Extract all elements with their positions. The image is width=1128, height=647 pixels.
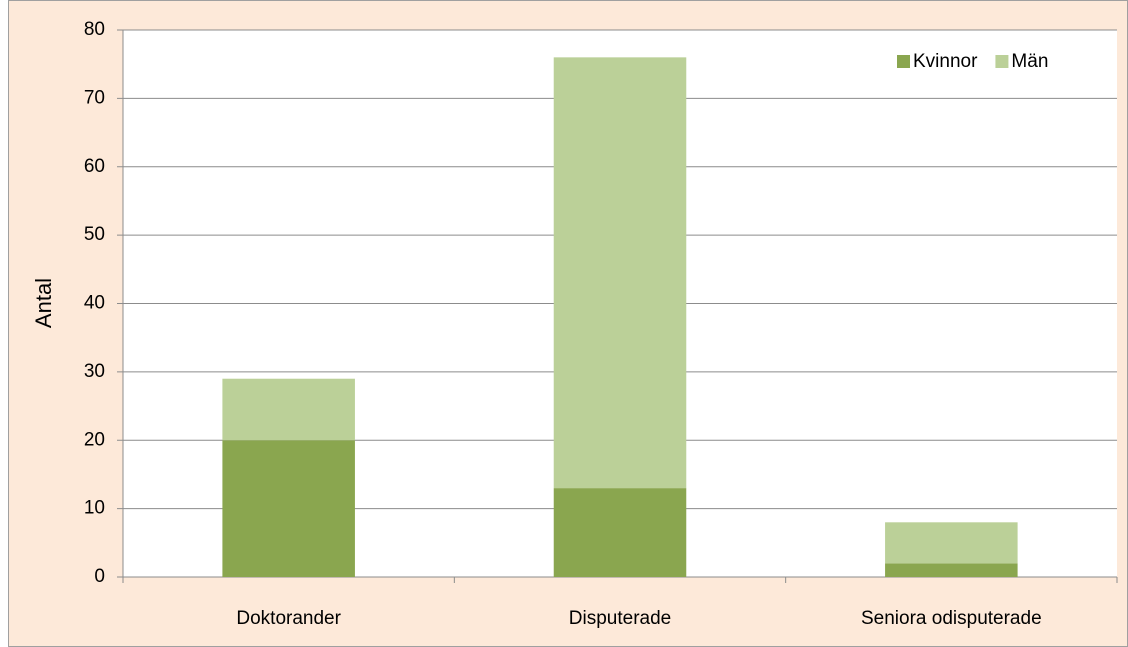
y-tick-label: 20 xyxy=(84,429,105,450)
y-tick-label: 80 xyxy=(84,19,105,40)
y-tick-label: 60 xyxy=(84,156,105,177)
legend-swatch xyxy=(995,55,1009,68)
x-tick-label: Seniora odisputerade xyxy=(861,608,1042,629)
y-tick-label: 10 xyxy=(84,498,105,519)
legend-label: Män xyxy=(1011,51,1048,72)
x-tick-label: Doktorander xyxy=(236,608,341,629)
bar-segment xyxy=(222,440,355,577)
x-tick-label: Disputerade xyxy=(569,608,671,629)
y-axis-label: Antal xyxy=(31,278,56,328)
bar-segment xyxy=(553,488,687,577)
bar-segment xyxy=(553,57,687,489)
y-tick-label: 30 xyxy=(84,361,105,382)
legend-label: Kvinnor xyxy=(913,51,978,72)
bar-segment xyxy=(885,522,1018,564)
bar-segment xyxy=(885,563,1018,577)
legend-swatch xyxy=(897,55,910,68)
y-tick-label: 0 xyxy=(94,566,105,587)
y-tick-label: 40 xyxy=(84,293,105,314)
y-tick-label: 50 xyxy=(84,224,105,245)
y-tick-label: 70 xyxy=(84,87,105,108)
bar-segment xyxy=(222,378,355,441)
